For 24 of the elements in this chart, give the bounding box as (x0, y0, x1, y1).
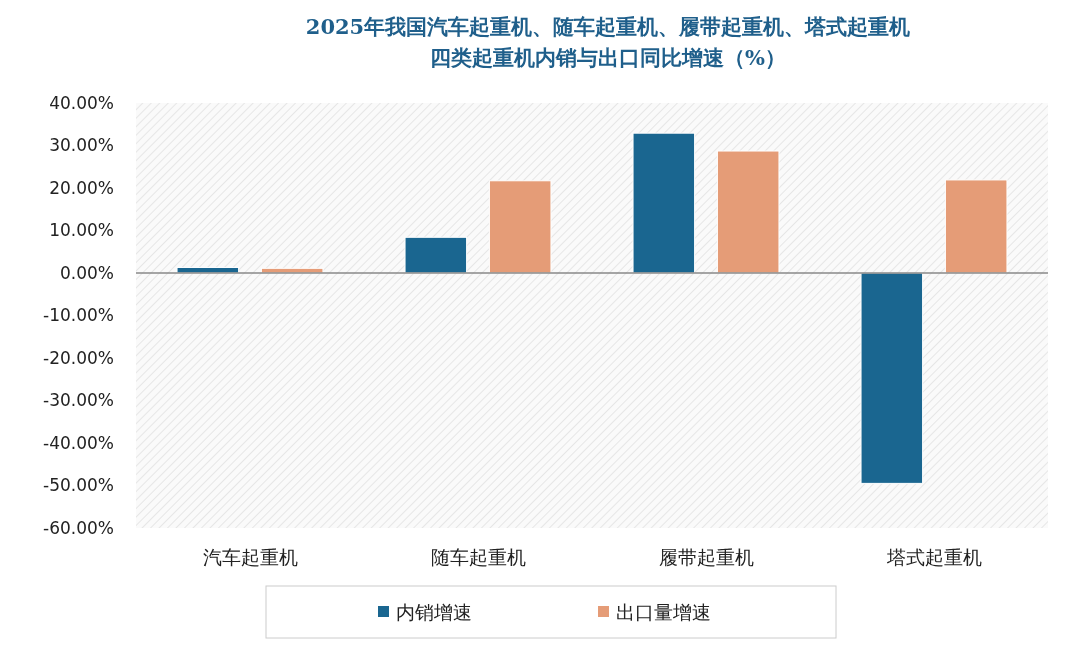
bar (716, 150, 780, 274)
y-tick-label: 30.00% (49, 135, 114, 156)
x-tick-label: 汽车起重机 (202, 546, 298, 568)
y-tick-label: 10.00% (49, 220, 114, 241)
y-tick-label: -60.00% (43, 517, 114, 538)
bar (860, 272, 924, 484)
y-tick-label: 40.00% (49, 92, 114, 113)
legend-label: 内销增速 (396, 600, 472, 623)
chart-title: 2025年我国汽车起重机、随车起重机、履带起重机、塔式起重机四类起重机内销与出口同比增速（%） (305, 14, 911, 70)
y-tick-label: 20.00% (49, 177, 114, 198)
y-tick-label: -30.00% (43, 390, 114, 411)
x-tick-label: 随车起重机 (430, 546, 526, 568)
bar (404, 236, 468, 274)
y-tick-label: -50.00% (43, 475, 114, 496)
y-tick-label: 0.00% (59, 262, 114, 283)
y-tick-label: -10.00% (43, 305, 114, 326)
x-tick-label: 塔式起重机 (885, 546, 982, 568)
y-tick-label: -20.00% (43, 347, 114, 368)
legend-label: 出口量增速 (616, 600, 711, 623)
x-tick-label: 履带起重机 (658, 546, 754, 568)
bar (944, 179, 1008, 274)
y-tick-label: -40.00% (43, 432, 114, 453)
bar (632, 132, 696, 274)
bar (488, 180, 552, 274)
